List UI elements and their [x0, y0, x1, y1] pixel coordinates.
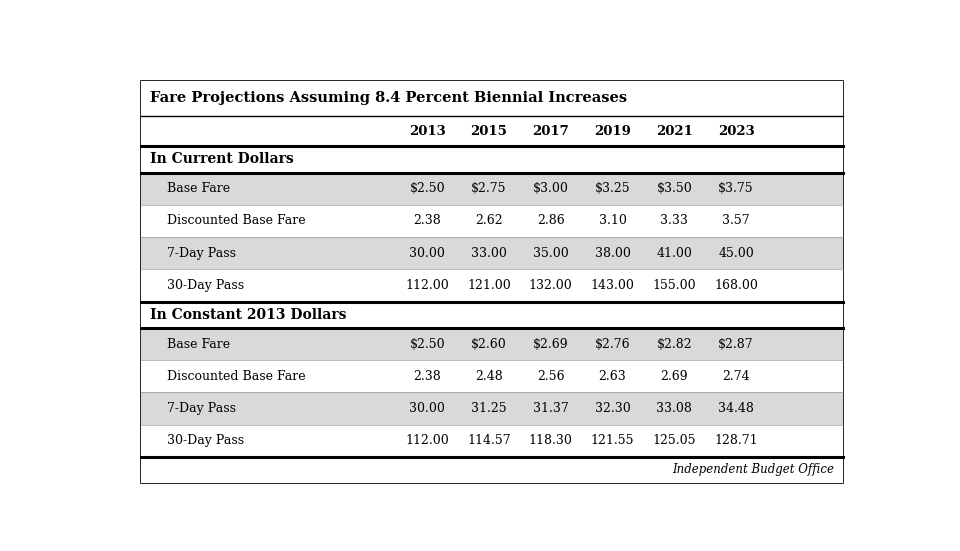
Text: $3.00: $3.00	[533, 182, 568, 195]
Text: 38.00: 38.00	[594, 247, 631, 260]
Text: Discounted Base Fare: Discounted Base Fare	[167, 214, 305, 228]
Text: 2.69: 2.69	[660, 370, 688, 383]
Text: Independent Budget Office: Independent Budget Office	[672, 463, 834, 476]
Text: 2.38: 2.38	[414, 370, 442, 383]
Text: Discounted Base Fare: Discounted Base Fare	[167, 370, 305, 383]
Text: 2.48: 2.48	[475, 370, 503, 383]
Text: 7-Day Pass: 7-Day Pass	[167, 402, 236, 415]
Text: 35.00: 35.00	[533, 247, 568, 260]
Text: $3.25: $3.25	[594, 182, 631, 195]
Text: In Current Dollars: In Current Dollars	[150, 153, 294, 166]
Bar	[141, 116, 843, 147]
Text: Base Fare: Base Fare	[167, 338, 230, 350]
Text: $2.82: $2.82	[657, 338, 692, 350]
Text: 33.00: 33.00	[471, 247, 507, 260]
Bar	[141, 237, 843, 269]
Text: 2.86: 2.86	[537, 214, 564, 228]
Text: 143.00: 143.00	[590, 279, 635, 292]
Text: 2021: 2021	[656, 125, 693, 138]
Text: 34.48: 34.48	[718, 402, 754, 415]
Text: 132.00: 132.00	[529, 279, 573, 292]
Text: $2.50: $2.50	[410, 182, 445, 195]
Bar	[141, 301, 843, 328]
Text: $2.87: $2.87	[718, 338, 754, 350]
Bar	[141, 360, 843, 392]
Text: $2.76: $2.76	[594, 338, 631, 350]
Bar	[141, 457, 843, 483]
Text: 128.71: 128.71	[714, 434, 757, 447]
Text: 30.00: 30.00	[409, 247, 445, 260]
Text: 45.00: 45.00	[718, 247, 754, 260]
Text: 30-Day Pass: 30-Day Pass	[167, 279, 244, 292]
Text: 155.00: 155.00	[653, 279, 696, 292]
Text: Base Fare: Base Fare	[167, 182, 230, 195]
Text: 32.30: 32.30	[594, 402, 631, 415]
Bar	[141, 269, 843, 301]
Text: 3.33: 3.33	[660, 214, 688, 228]
Text: In Constant 2013 Dollars: In Constant 2013 Dollars	[150, 308, 347, 322]
Bar	[141, 205, 843, 237]
Bar	[141, 147, 843, 172]
Text: 2.56: 2.56	[537, 370, 564, 383]
Text: 2017: 2017	[533, 125, 569, 138]
Bar	[141, 172, 843, 205]
Text: 30.00: 30.00	[409, 402, 445, 415]
Text: 2013: 2013	[409, 125, 445, 138]
Text: $2.69: $2.69	[533, 338, 568, 350]
Text: 2.74: 2.74	[722, 370, 750, 383]
Text: 33.08: 33.08	[657, 402, 692, 415]
Text: 121.00: 121.00	[468, 279, 511, 292]
Text: $2.50: $2.50	[410, 338, 445, 350]
Text: $3.50: $3.50	[657, 182, 692, 195]
Text: 121.55: 121.55	[590, 434, 635, 447]
Text: Fare Projections Assuming 8.4 Percent Biennial Increases: Fare Projections Assuming 8.4 Percent Bi…	[150, 91, 627, 105]
Text: 2015: 2015	[470, 125, 508, 138]
Text: 30-Day Pass: 30-Day Pass	[167, 434, 244, 447]
Text: 2.38: 2.38	[414, 214, 442, 228]
Text: 7-Day Pass: 7-Day Pass	[167, 247, 236, 260]
Text: 112.00: 112.00	[405, 279, 449, 292]
Bar	[141, 328, 843, 360]
Bar	[141, 425, 843, 457]
Text: $2.75: $2.75	[471, 182, 507, 195]
Text: 31.25: 31.25	[471, 402, 507, 415]
Text: 2.62: 2.62	[475, 214, 503, 228]
Text: 3.57: 3.57	[722, 214, 750, 228]
Text: 112.00: 112.00	[405, 434, 449, 447]
Text: $2.60: $2.60	[471, 338, 507, 350]
Text: 31.37: 31.37	[533, 402, 568, 415]
Bar	[141, 81, 843, 116]
Bar	[141, 392, 843, 425]
Text: 114.57: 114.57	[468, 434, 511, 447]
Text: 2.63: 2.63	[599, 370, 627, 383]
Text: 41.00: 41.00	[657, 247, 692, 260]
Text: 2023: 2023	[718, 125, 755, 138]
Text: 2019: 2019	[594, 125, 631, 138]
Text: 168.00: 168.00	[714, 279, 758, 292]
Text: 118.30: 118.30	[529, 434, 573, 447]
Text: 125.05: 125.05	[653, 434, 696, 447]
Text: 3.10: 3.10	[599, 214, 627, 228]
Text: $3.75: $3.75	[718, 182, 754, 195]
